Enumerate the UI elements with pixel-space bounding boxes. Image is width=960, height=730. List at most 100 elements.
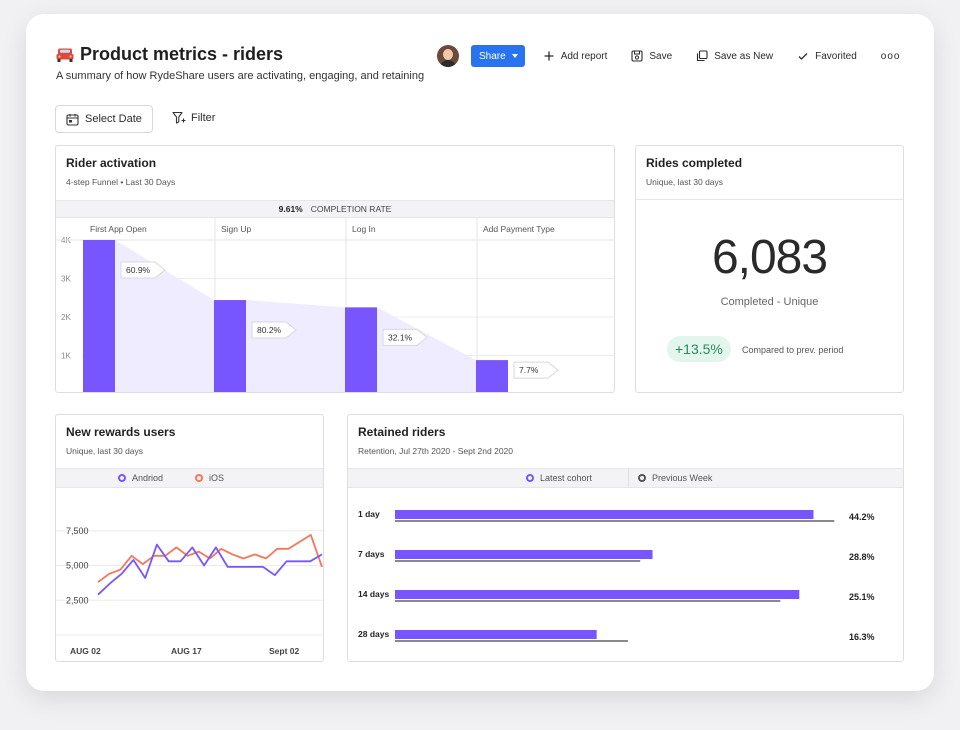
share-button[interactable]: Share bbox=[471, 45, 525, 67]
conversion-label: 60.9% bbox=[126, 265, 151, 275]
add-report-button[interactable]: Add report bbox=[543, 50, 607, 62]
save-as-new-button[interactable]: Save as New bbox=[696, 50, 773, 62]
share-label: Share bbox=[479, 50, 506, 62]
retention-value-label: 28.8% bbox=[849, 552, 875, 562]
rider-activation-card: Rider activation 4-step Funnel • Last 30… bbox=[55, 145, 615, 393]
favorited-button[interactable]: Favorited bbox=[797, 50, 857, 62]
x-tick-label: AUG 02 bbox=[70, 646, 101, 656]
completion-rate-bar: 9.61% COMPLETION RATE bbox=[56, 200, 614, 218]
change-label: Compared to prev. period bbox=[742, 345, 844, 355]
chevron-down-icon bbox=[511, 54, 518, 58]
legend-android-label: Andriod bbox=[132, 473, 164, 483]
previous-week-bar bbox=[395, 640, 628, 642]
filter-icon bbox=[172, 111, 186, 124]
legend-item-ios[interactable]: iOS bbox=[195, 473, 224, 483]
conversion-label: 32.1% bbox=[388, 332, 413, 342]
legend-ios-label: iOS bbox=[209, 473, 225, 483]
change-badge: +13.5% bbox=[667, 336, 731, 362]
conversion-label-box bbox=[382, 328, 428, 346]
card-subtitle: Retention, Jul 27th 2020 - Sept 2nd 2020 bbox=[358, 446, 514, 456]
legend-bar: Latest cohort Previous Week bbox=[348, 468, 903, 488]
card-subtitle: 4-step Funnel • Last 30 Days bbox=[66, 177, 176, 187]
rides-completed-card: Rides completed Unique, last 30 days 6,0… bbox=[635, 145, 904, 393]
funnel-bar bbox=[83, 240, 115, 392]
retention-value-label: 25.1% bbox=[849, 592, 875, 602]
card-title: Rider activation bbox=[66, 156, 157, 170]
funnel-step-label: First App Open bbox=[90, 224, 147, 234]
rewards-users-card: New rewards users Unique, last 30 days A… bbox=[55, 414, 324, 662]
previous-week-bar bbox=[395, 520, 835, 522]
retained-riders-card: Retained riders Retention, Jul 27th 2020… bbox=[347, 414, 904, 662]
save-as-new-label: Save as New bbox=[714, 50, 774, 62]
x-tick-label: Sept 02 bbox=[269, 646, 300, 656]
latest-cohort-bar bbox=[395, 590, 800, 599]
calendar-icon bbox=[66, 113, 79, 126]
conversion-label: 80.2% bbox=[257, 325, 282, 335]
favorited-label: Favorited bbox=[815, 50, 857, 62]
funnel-bar bbox=[214, 300, 246, 392]
y-tick-label: 3K bbox=[61, 275, 71, 284]
card-subtitle: Unique, last 30 days bbox=[646, 177, 724, 187]
legend-item-android[interactable]: Andriod bbox=[118, 473, 163, 483]
car-icon bbox=[56, 48, 74, 62]
conversion-label-box bbox=[513, 361, 559, 379]
conversion-label-box bbox=[120, 261, 166, 279]
y-tick-label: 7,500 bbox=[66, 526, 89, 536]
save-label: Save bbox=[649, 50, 673, 62]
x-tick-label: AUG 17 bbox=[171, 646, 202, 656]
previous-week-bar bbox=[395, 560, 641, 562]
series-line-ios bbox=[97, 534, 323, 583]
legend-divider bbox=[628, 468, 629, 488]
card-subtitle: Unique, last 30 days bbox=[66, 446, 144, 456]
previous-week-bar bbox=[395, 600, 781, 602]
y-tick-label: 1K bbox=[61, 352, 71, 361]
completion-value: 9.61% bbox=[278, 204, 303, 214]
save-icon bbox=[631, 50, 643, 62]
ios-dot-icon bbox=[195, 474, 204, 482]
y-tick-label: 2,500 bbox=[66, 595, 89, 605]
legend-bar: Andriod iOS bbox=[56, 468, 323, 488]
select-date-label: Select Date bbox=[85, 113, 142, 125]
retention-value-label: 44.2% bbox=[849, 512, 875, 522]
filter-label: Filter bbox=[191, 111, 216, 124]
latest-dot-icon bbox=[526, 474, 534, 482]
card-title: Rides completed bbox=[646, 156, 743, 170]
y-tick-label: 5,000 bbox=[66, 561, 89, 571]
retention-row-label: 28 days bbox=[358, 629, 389, 639]
rewards-line-chart: 7,500 5,000 2,500 AUG 02 AUG 17 Sept 02 bbox=[56, 526, 323, 656]
latest-cohort-bar bbox=[395, 510, 814, 519]
avatar[interactable] bbox=[437, 45, 459, 67]
retention-row-label: 7 days bbox=[358, 549, 385, 559]
filter-button[interactable]: Filter bbox=[172, 111, 215, 124]
page-title: Product metrics - riders bbox=[80, 44, 284, 64]
funnel-step-label: Sign Up bbox=[221, 224, 252, 234]
rides-value: 6,083 bbox=[711, 231, 828, 284]
retention-bar-chart: 1 day 44.2% 7 days 28.8% 14 days 25.1% 28 days… bbox=[358, 509, 875, 642]
retention-value-label: 16.3% bbox=[849, 632, 875, 642]
legend-item-latest[interactable]: Latest cohort bbox=[526, 473, 592, 483]
funnel-step-label: Log In bbox=[352, 224, 376, 234]
dashboard-window: Product metrics - riders A summary of ho… bbox=[26, 14, 934, 691]
more-menu-button[interactable]: ooo bbox=[880, 50, 901, 62]
android-dot-icon bbox=[118, 474, 126, 482]
funnel-step-label: Add Payment Type bbox=[483, 224, 555, 234]
legend-item-previous[interactable]: Previous Week bbox=[638, 473, 712, 483]
select-date-button[interactable]: Select Date bbox=[55, 105, 153, 133]
latest-cohort-bar bbox=[395, 550, 653, 559]
previous-dot-icon bbox=[638, 474, 647, 482]
toolbar: Share Add report Save Save as New Favori… bbox=[437, 44, 900, 68]
card-title: New rewards users bbox=[66, 425, 176, 439]
check-icon bbox=[798, 53, 808, 60]
plus-icon bbox=[544, 51, 554, 61]
conversion-label: 7.7% bbox=[519, 365, 539, 375]
retention-row-label: 14 days bbox=[358, 589, 389, 599]
page-subtitle: A summary of how RydeShare users are act… bbox=[56, 70, 425, 82]
save-button[interactable]: Save bbox=[631, 50, 672, 62]
rides-value-label: Completed - Unique bbox=[720, 296, 819, 308]
latest-cohort-bar bbox=[395, 630, 597, 639]
y-tick-label: 2K bbox=[61, 313, 71, 322]
series-line-andriod bbox=[97, 543, 323, 596]
funnel-bar bbox=[345, 307, 377, 392]
retention-row-label: 1 day bbox=[358, 509, 380, 519]
